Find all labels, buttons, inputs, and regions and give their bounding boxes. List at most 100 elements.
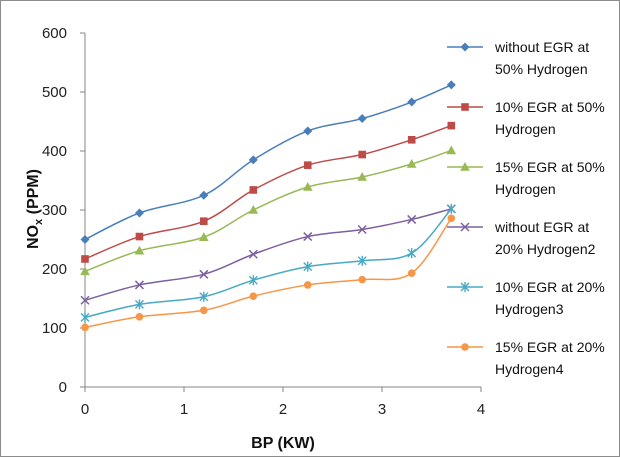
- marker-shape: [407, 97, 417, 107]
- legend-swatch-marker: [460, 282, 470, 292]
- y-tick-label: 500: [42, 84, 67, 101]
- marker-shape: [461, 103, 469, 111]
- series-line: [84, 84, 452, 241]
- data-point: [134, 299, 144, 310]
- data-point: [303, 261, 313, 272]
- data-point: [200, 217, 208, 226]
- legend-swatch-marker: [461, 103, 469, 111]
- axes: 0 100 200 300 400 500 600 0 1 2 3 4: [42, 25, 485, 418]
- legend-swatch-marker: [460, 42, 470, 52]
- marker-shape: [461, 343, 469, 351]
- data-point: [81, 323, 89, 332]
- legend-item-2: 10% EGR at 50% Hydrogen: [447, 99, 605, 137]
- marker-shape: [446, 145, 457, 155]
- marker-shape: [80, 235, 90, 244]
- marker-shape: [357, 114, 367, 124]
- data-point: [249, 186, 258, 194]
- data-point: [80, 295, 90, 305]
- marker-shape: [249, 186, 258, 194]
- marker-shape: [199, 269, 209, 279]
- marker-shape: [249, 292, 258, 300]
- y-tick-label: 300: [42, 202, 67, 219]
- data-point: [249, 292, 258, 300]
- data-point: [134, 280, 144, 290]
- data-point: [303, 232, 313, 242]
- y-tick-label: 600: [42, 25, 67, 42]
- data-point: [134, 208, 144, 218]
- y-tick-label: 200: [42, 261, 67, 278]
- data-point: [407, 214, 417, 224]
- x-tick-label: 1: [180, 401, 188, 418]
- marker-shape: [447, 214, 456, 223]
- data-point: [407, 97, 417, 107]
- y-tick-label: 400: [42, 143, 67, 160]
- data-point: [357, 114, 367, 124]
- legend-item-6: 15% EGR at 20% Hydrogen4: [447, 339, 605, 377]
- data-point: [199, 232, 209, 241]
- data-point: [248, 155, 258, 165]
- data-point: [303, 281, 312, 289]
- data-point: [80, 312, 90, 323]
- data-point: [447, 214, 456, 223]
- x-tick-label: 0: [81, 401, 89, 418]
- marker-shape: [358, 150, 366, 159]
- x-axis-title: BP (KW): [251, 435, 315, 452]
- marker-shape: [303, 232, 313, 242]
- marker-shape: [357, 224, 367, 235]
- legend-label: 10% EGR at 20%: [495, 279, 605, 295]
- marker-shape: [460, 222, 470, 232]
- marker-shape: [460, 162, 470, 171]
- data-point: [80, 266, 90, 276]
- marker-shape: [407, 135, 416, 144]
- legend-label: without EGR at: [494, 219, 589, 235]
- data-point: [407, 248, 417, 259]
- data-point: [81, 255, 89, 263]
- data-point: [135, 232, 144, 241]
- marker-shape: [407, 214, 417, 224]
- data-point: [134, 245, 145, 255]
- series-4: [80, 204, 456, 305]
- data-point: [80, 235, 90, 244]
- marker-shape: [358, 275, 367, 284]
- legend-item-5: 10% EGR at 20% Hydrogen3: [447, 279, 605, 317]
- marker-shape: [135, 312, 144, 321]
- series-line: [84, 208, 452, 319]
- legend-swatch-marker: [461, 343, 469, 351]
- legend-label: Hydrogen4: [495, 361, 564, 377]
- legend-item-1: without EGR at 50% Hydrogen: [447, 39, 589, 77]
- series-lines: [80, 80, 457, 332]
- marker-shape: [302, 181, 313, 191]
- legend-item-3: 15% EGR at 50% Hydrogen: [447, 159, 605, 197]
- marker-shape: [447, 121, 456, 130]
- legend-label: without EGR at: [494, 39, 589, 55]
- legend-swatch-marker: [460, 222, 470, 232]
- legend-label: Hydrogen: [495, 181, 556, 197]
- marker-shape: [80, 266, 90, 276]
- marker-shape: [248, 155, 258, 165]
- marker-shape: [303, 161, 312, 169]
- marker-shape: [406, 158, 417, 168]
- legend-label: 50% Hydrogen: [495, 61, 588, 77]
- data-point: [446, 203, 456, 214]
- data-point: [358, 275, 367, 284]
- x-tick-label: 3: [378, 401, 386, 418]
- data-point: [248, 275, 258, 286]
- data-point: [447, 121, 456, 130]
- data-point: [303, 126, 313, 136]
- data-point: [407, 269, 416, 277]
- legend-label: 10% EGR at 50%: [495, 99, 605, 115]
- marker-shape: [248, 249, 258, 259]
- data-point: [248, 205, 259, 214]
- y-axis-title: NOx (PPM): [25, 169, 45, 249]
- data-point: [357, 255, 367, 266]
- marker-shape: [80, 295, 90, 305]
- data-point: [303, 161, 312, 169]
- legend-label: 20% Hydrogen2: [495, 241, 596, 257]
- y-axis-title-subscript: x: [33, 218, 45, 225]
- legend-item-4: without EGR at 20% Hydrogen2: [447, 219, 596, 257]
- legend-label: 15% EGR at 50%: [495, 159, 605, 175]
- marker-shape: [134, 280, 144, 290]
- marker-shape: [357, 171, 367, 181]
- legend-label: 15% EGR at 20%: [495, 339, 605, 355]
- marker-shape: [135, 232, 144, 241]
